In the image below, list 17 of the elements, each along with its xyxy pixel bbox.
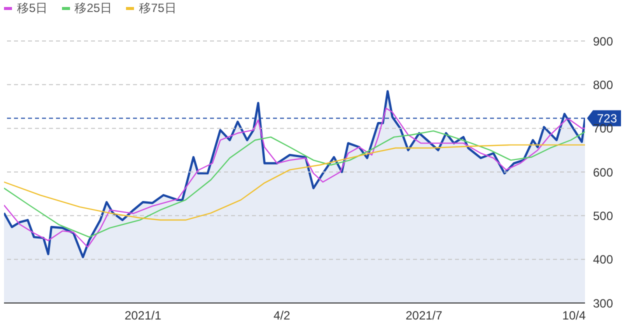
y-tick-label: 900 xyxy=(593,34,614,48)
y-tick-label: 600 xyxy=(593,165,614,180)
legend-label: 移25日 xyxy=(74,0,112,17)
y-tick-label: 300 xyxy=(593,296,614,310)
x-tick-label: 2021/1 xyxy=(124,308,162,323)
line-series xyxy=(4,144,585,221)
y-tick-label: 400 xyxy=(593,252,614,267)
x-tick-label: 10/4 xyxy=(562,308,586,323)
line-series xyxy=(4,130,585,238)
line-series xyxy=(4,108,585,248)
ref-line-label: 723 xyxy=(596,111,618,126)
y-tick-label: 500 xyxy=(593,208,614,223)
x-tick-label: 2021/7 xyxy=(406,308,443,323)
x-tick-label: 4/2 xyxy=(274,308,291,323)
y-tick-label: 800 xyxy=(593,78,614,92)
legend-label: 移5日 xyxy=(17,0,48,17)
legend-label: 移75日 xyxy=(139,0,176,17)
